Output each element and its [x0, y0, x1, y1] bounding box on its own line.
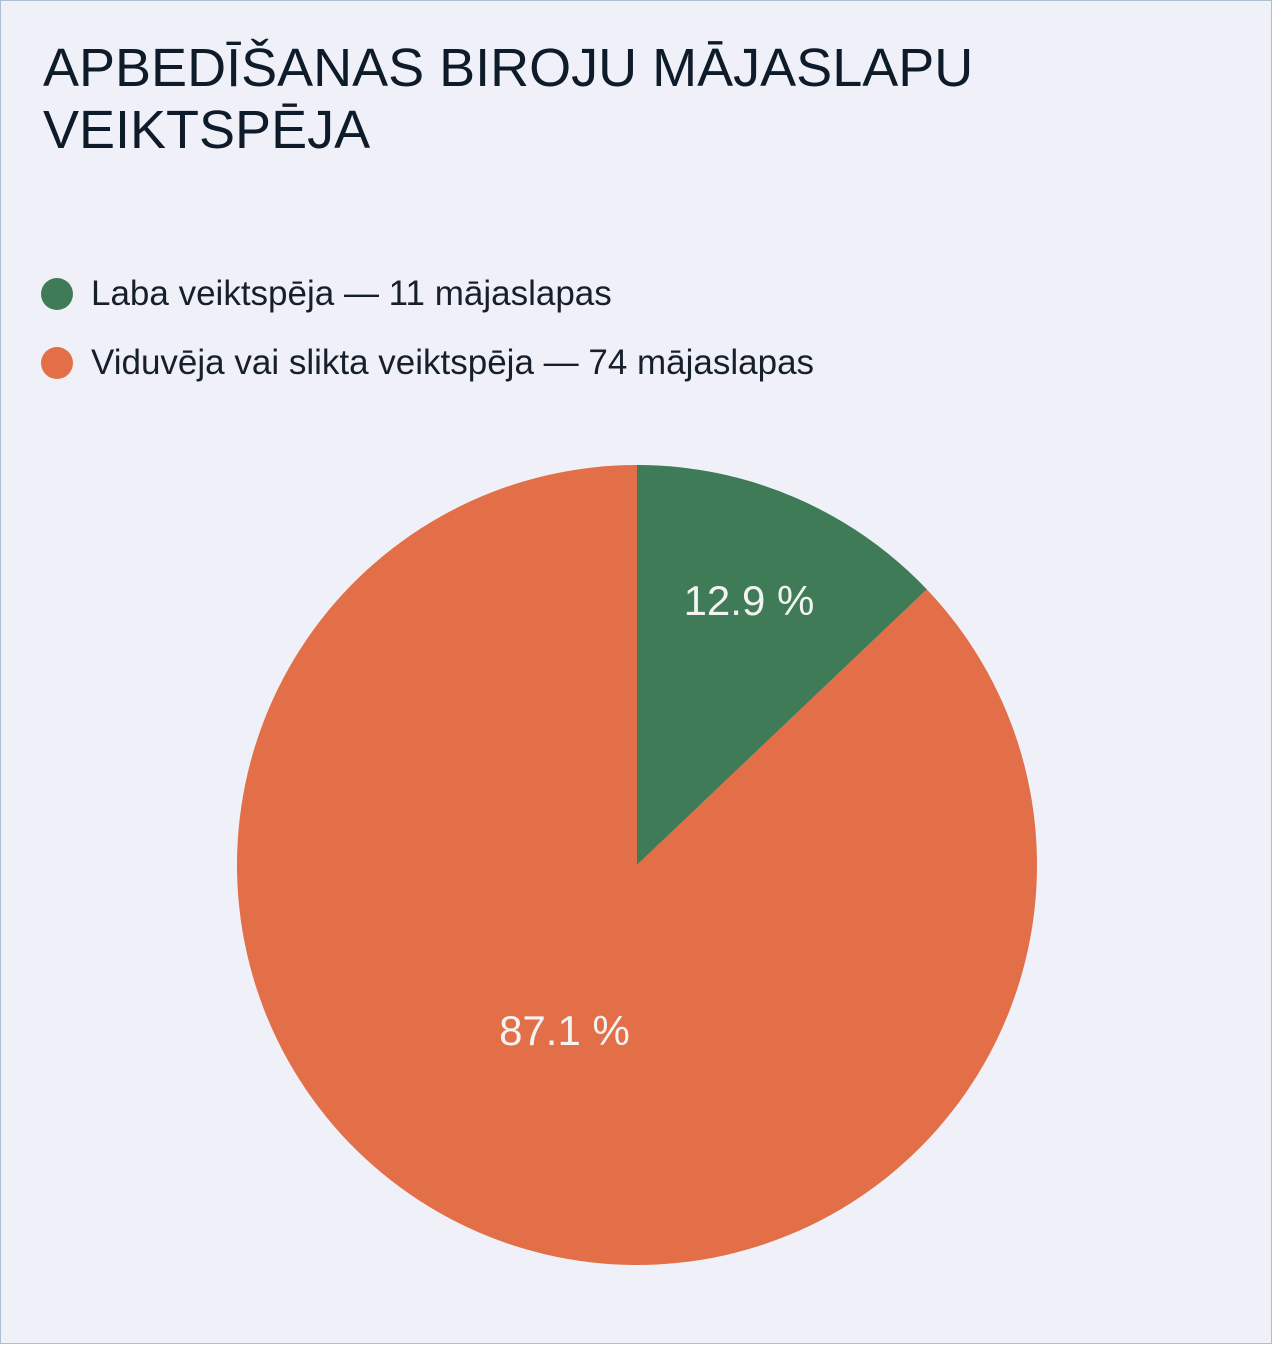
data-label: 87.1 %: [499, 1007, 630, 1054]
legend-label: Laba veiktspēja — 11 mājaslapas: [91, 273, 612, 313]
legend-item: Viduvēja vai slikta veiktspēja — 74 māja…: [41, 328, 814, 397]
legend-label: Viduvēja vai slikta veiktspēja — 74 māja…: [91, 342, 815, 382]
legend: Laba veiktspēja — 11 mājaslapas Viduvēja …: [41, 259, 814, 397]
pie-slice: [236, 465, 1037, 1265]
pie-slice: [637, 465, 927, 865]
legend-item: Laba veiktspēja — 11 mājaslapas: [41, 259, 814, 328]
legend-marker: [41, 346, 73, 379]
legend-marker: [41, 277, 73, 310]
data-label: 12.9 %: [684, 577, 815, 624]
chart-title: APBEDĪŠANAS BIROJU MĀJASLAPU VEIKTSPĒJA: [43, 38, 974, 160]
